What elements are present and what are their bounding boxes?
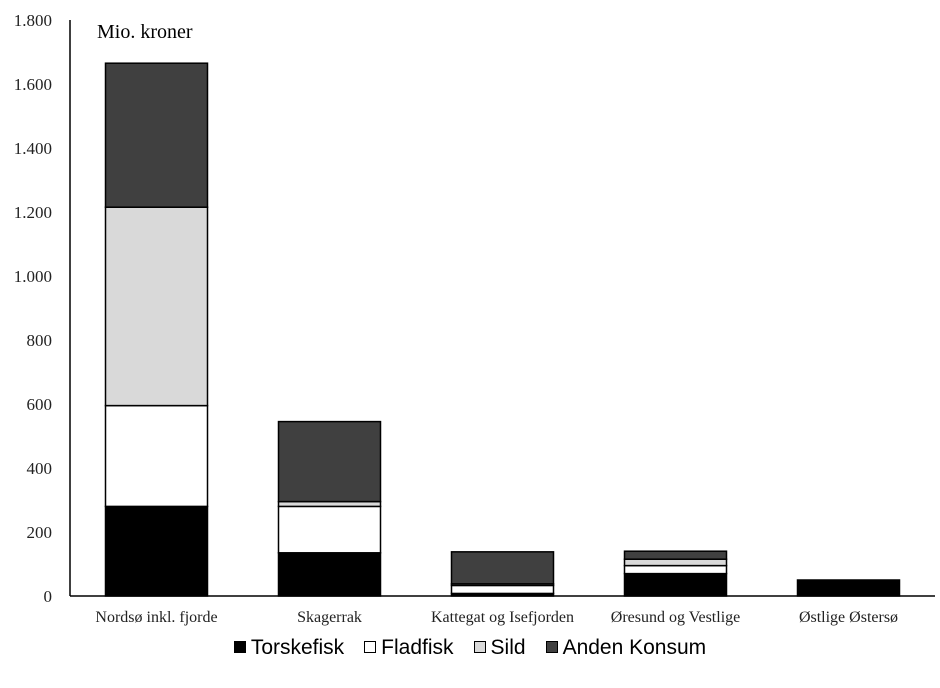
bar-segment	[623, 558, 728, 567]
legend-swatch	[233, 641, 246, 653]
y-tick-label: 400	[27, 459, 53, 478]
y-tick-label: 800	[27, 331, 53, 350]
y-tick-label: 0	[44, 587, 53, 606]
legend-item: Sild	[473, 636, 526, 660]
legend-swatch	[364, 641, 377, 653]
x-tick-label: Øresund og Vestlige	[611, 609, 740, 626]
bar-segment	[450, 551, 555, 585]
legend-item: Anden Konsum	[545, 636, 707, 660]
bar-segment	[623, 564, 728, 575]
bar-segment	[277, 420, 382, 503]
legend: Torskefisk Fladfisk Sild Anden Konsum	[0, 636, 940, 660]
legend-label: Sild	[490, 636, 526, 659]
legend-swatch	[545, 641, 558, 653]
bar-segment	[104, 505, 209, 597]
bar-segment	[104, 404, 209, 508]
x-axis: Nordsø inkl. fjorde Skagerrak Kattegat og …	[70, 595, 935, 630]
x-tick-label: Østlige Østersø	[799, 609, 898, 626]
legend-label: Anden Konsum	[562, 636, 707, 659]
y-tick-label: 1.200	[14, 203, 52, 222]
bar-segment	[450, 584, 555, 595]
x-tick-label: Kattegat og Isefjorden	[431, 609, 574, 626]
bar-segment	[796, 579, 901, 597]
y-tick-label: 1.000	[14, 267, 52, 286]
y-tick-label: 1.600	[14, 75, 52, 94]
y-unit-label: Mio. kroner	[97, 21, 193, 43]
bar-segment	[104, 62, 209, 208]
y-tick-label: 200	[27, 523, 53, 542]
bar-segment	[277, 552, 382, 597]
x-tick-label: Østersø	[651, 629, 700, 630]
bar-segment	[104, 206, 209, 407]
y-axis: 0 200 400 600 800 1.000 1.200 1.400 1.600 1.800	[14, 11, 71, 606]
legend-item: Fladfisk	[364, 636, 454, 660]
x-tick-label: Nordsø inkl. fjorde	[95, 609, 217, 626]
x-tick-label: Skagerrak	[297, 609, 362, 626]
stacked-bar-chart: 0 200 400 600 800 1.000 1.200 1.400 1.600 1.800 N…	[14, 11, 935, 630]
y-tick-label: 1.800	[14, 11, 52, 30]
legend-label: Torskefisk	[250, 636, 345, 659]
y-tick-label: 600	[27, 395, 53, 414]
y-tick-label: 1.400	[14, 139, 52, 158]
legend-label: Fladfisk	[381, 636, 454, 659]
legend-item: Torskefisk	[233, 636, 345, 660]
bar-segment	[623, 572, 728, 597]
bars	[104, 62, 901, 597]
bar-segment	[277, 505, 382, 554]
legend-swatch	[473, 641, 486, 653]
bar-segment	[623, 550, 728, 560]
